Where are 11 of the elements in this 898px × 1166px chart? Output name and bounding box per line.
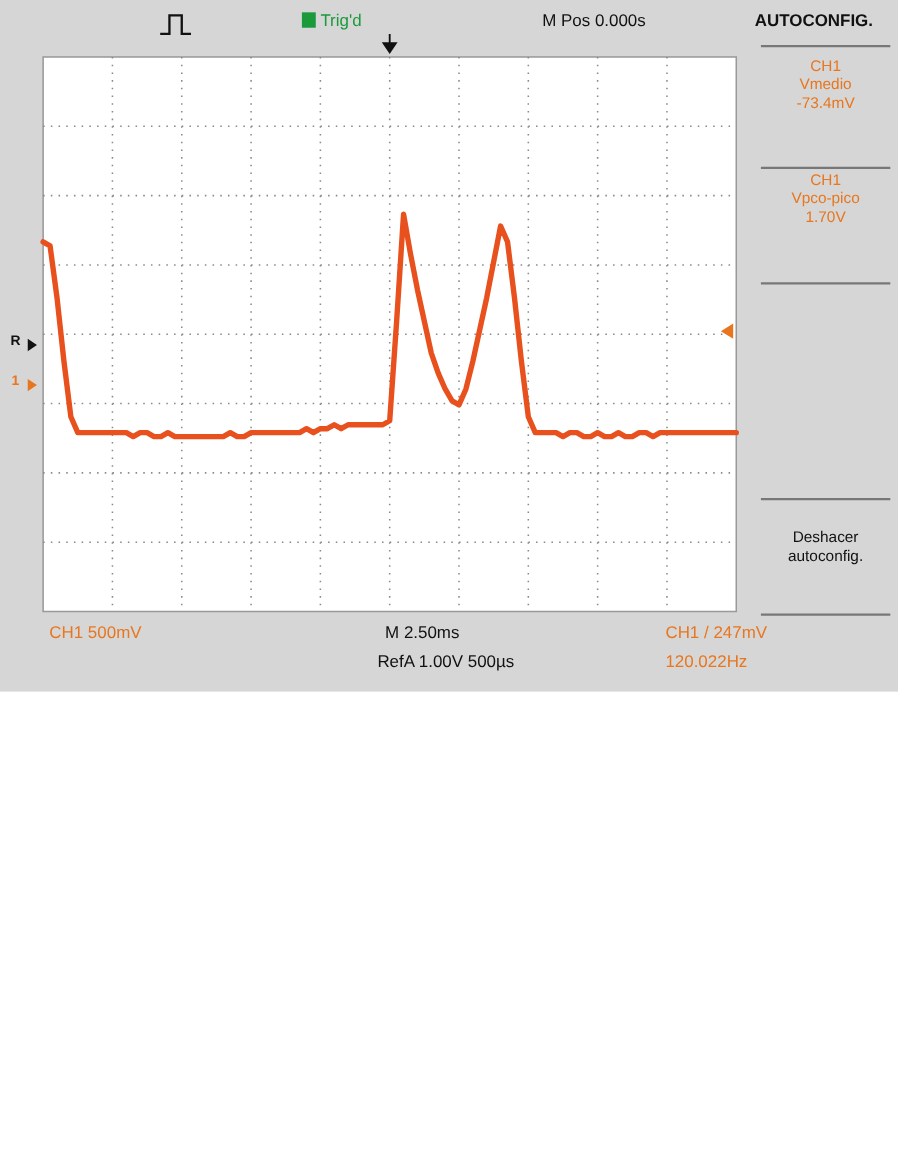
text: M Pos 0.000s bbox=[542, 10, 646, 31]
text: CH1 / 247mV bbox=[665, 621, 768, 642]
text: M 2.50ms bbox=[385, 621, 460, 642]
text: Trig'd bbox=[320, 10, 363, 31]
text: Deshacer autoconfig. bbox=[787, 528, 864, 565]
text: CH1 Vmedio -73.4mV bbox=[796, 56, 857, 112]
text: RefA 1.00V 500µs bbox=[377, 650, 515, 671]
text: CH1 500mV bbox=[49, 621, 143, 642]
text: 120.022Hz bbox=[665, 650, 748, 671]
text: AUTOCONFIG. bbox=[754, 10, 873, 31]
text: CH1 Vpco-pico 1.70V bbox=[791, 170, 860, 226]
